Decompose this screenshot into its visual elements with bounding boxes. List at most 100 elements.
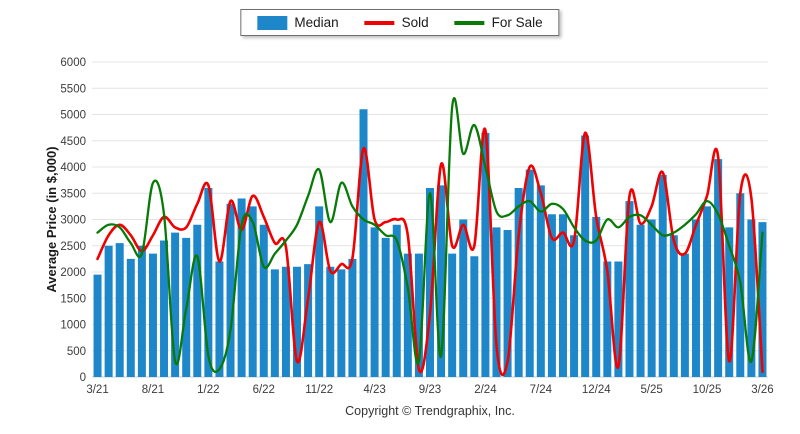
median-bar <box>703 206 712 377</box>
median-bar <box>691 219 700 377</box>
price-history-chart: 0 500 1000 1500 2000 2500 3000 3500 4000 4500 5000… <box>44 57 774 396</box>
median-bar <box>248 206 257 377</box>
median-bar <box>126 258 135 377</box>
x-tick-label: 3/21 <box>86 384 108 396</box>
copyright-text: Copyright © Trendgraphix, Inc. <box>345 404 515 418</box>
median-bar <box>315 206 324 377</box>
median-bar <box>680 253 689 377</box>
y-tick-label: 500 <box>67 346 86 358</box>
median-bar <box>137 245 146 377</box>
median-bar <box>171 232 180 377</box>
legend-label-sold: Sold <box>401 15 429 30</box>
y-tick-label: 2500 <box>60 241 86 253</box>
y-tick-label: 1500 <box>60 293 86 305</box>
median-bar <box>492 227 501 377</box>
legend-item-for-sale: For Sale <box>454 15 543 30</box>
median-bar <box>293 266 302 377</box>
median-bar <box>437 185 446 377</box>
x-tick-label: 5/25 <box>640 384 662 396</box>
median-bar <box>625 201 634 377</box>
median-bar <box>459 219 468 377</box>
y-axis-tick-labels: 0 500 1000 1500 2000 2500 3000 3500 4000 4500 5000… <box>60 57 86 384</box>
median-bar <box>148 253 157 377</box>
for-sale-line-swatch-icon <box>454 20 485 25</box>
y-tick-label: 6000 <box>60 57 86 69</box>
x-tick-label: 10/25 <box>693 384 722 396</box>
y-tick-label: 5000 <box>60 110 86 122</box>
x-axis-tick-labels: 3/21 8/21 1/22 6/22 11/22 4/23 9/23 2/24 7/24 12/… <box>86 384 773 396</box>
for-sale-line <box>96 97 764 373</box>
median-bar <box>237 198 246 377</box>
median-bar <box>104 245 113 377</box>
median-bar <box>448 253 457 377</box>
x-tick-label: 3/26 <box>751 384 773 396</box>
median-bar <box>348 258 357 377</box>
median-bar <box>215 261 224 377</box>
median-bar <box>570 235 579 377</box>
legend-label-for-sale: For Sale <box>491 15 543 30</box>
median-bar-swatch-icon <box>257 15 288 30</box>
x-tick-label: 7/24 <box>530 384 553 396</box>
chart-legend: Median Sold For Sale <box>240 9 560 36</box>
median-bar <box>359 109 368 377</box>
median-bar <box>747 219 756 377</box>
median-bar <box>514 188 523 377</box>
median-bar <box>392 224 401 377</box>
sold-line-swatch-icon <box>364 20 395 25</box>
median-bar <box>636 224 645 377</box>
median-bar <box>270 269 279 377</box>
x-tick-label: 8/21 <box>142 384 164 396</box>
median-bar <box>758 222 767 377</box>
median-bar <box>581 135 590 377</box>
x-tick-label: 2/24 <box>474 384 497 396</box>
y-tick-label: 3500 <box>60 188 86 200</box>
median-bar <box>558 214 567 377</box>
median-bar <box>115 243 124 377</box>
median-bar <box>281 266 290 377</box>
y-tick-label: 5500 <box>60 83 86 95</box>
x-tick-label: 12/24 <box>582 384 611 396</box>
y-tick-label: 1000 <box>60 320 86 332</box>
median-bar <box>414 253 423 377</box>
median-bar <box>160 240 169 377</box>
median-bar <box>725 227 734 377</box>
median-bar <box>193 224 202 377</box>
median-bar <box>614 261 623 377</box>
median-bar <box>337 269 346 377</box>
legend-item-median: Median <box>257 15 339 30</box>
median-bar <box>381 237 390 377</box>
median-bars <box>93 109 767 377</box>
legend-item-sold: Sold <box>364 15 429 30</box>
x-tick-label: 4/23 <box>363 384 385 396</box>
median-bar <box>525 169 534 377</box>
median-bar <box>226 203 235 377</box>
y-tick-label: 2000 <box>60 267 86 279</box>
median-bar <box>326 266 335 377</box>
median-bar <box>259 224 268 377</box>
median-bar <box>93 274 102 377</box>
median-bar <box>547 214 556 377</box>
median-bar <box>426 188 434 377</box>
median-bar <box>481 132 490 377</box>
x-tick-label: 1/22 <box>197 384 219 396</box>
y-axis-title: Average Price (in $,000) <box>44 146 59 292</box>
median-bar <box>503 230 512 377</box>
median-bar <box>304 264 313 377</box>
y-tick-label: 3000 <box>60 215 86 227</box>
x-tick-label: 6/22 <box>253 384 275 396</box>
y-tick-label: 0 <box>80 372 86 384</box>
legend-label-median: Median <box>294 15 339 30</box>
median-bar <box>592 216 601 377</box>
median-bar <box>370 227 379 377</box>
y-tick-label: 4500 <box>60 136 86 148</box>
median-bar <box>204 188 213 377</box>
y-tick-label: 4000 <box>60 162 86 174</box>
x-tick-label: 11/22 <box>305 384 333 396</box>
median-bar <box>658 174 667 377</box>
median-bar <box>403 253 412 377</box>
median-bar <box>714 159 723 377</box>
median-bar <box>536 185 545 377</box>
median-bar <box>603 261 612 377</box>
median-bar <box>669 235 678 377</box>
